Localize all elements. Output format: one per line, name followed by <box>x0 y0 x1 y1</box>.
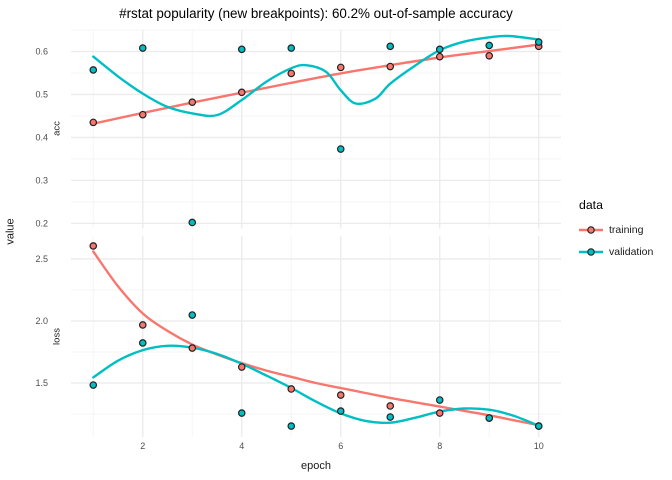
y-tick-label: 2.0 <box>35 316 48 326</box>
y-axis-title: value <box>4 218 17 245</box>
legend: data training validation <box>579 198 653 265</box>
data-point-validation-acc-epoch-1 <box>89 66 98 74</box>
data-point-training-acc-epoch-2 <box>138 110 147 119</box>
data-point-training-acc-epoch-1 <box>89 118 98 127</box>
data-point-validation-loss-epoch-7 <box>386 413 395 421</box>
data-point-training-acc-epoch-3 <box>188 98 197 106</box>
smooth-line-training-acc <box>92 43 540 125</box>
x-axis-title: epoch <box>301 460 331 472</box>
data-point-training-loss-epoch-1 <box>89 242 98 250</box>
data-point-validation-loss-epoch-3 <box>188 311 197 319</box>
data-point-validation-loss-epoch-1 <box>89 381 98 389</box>
data-point-training-acc-epoch-8 <box>435 52 444 61</box>
legend-key-validation <box>579 247 603 256</box>
x-tick-label: 10 <box>534 441 544 451</box>
data-point-validation-acc-epoch-9 <box>485 41 494 50</box>
data-point-training-acc-epoch-7 <box>386 62 395 71</box>
y-tick-label: 2.5 <box>35 254 48 264</box>
data-point-training-loss-epoch-5 <box>287 385 296 393</box>
data-point-training-loss-epoch-2 <box>138 321 147 329</box>
legend-key-training <box>579 225 603 234</box>
data-point-validation-loss-epoch-6 <box>336 407 345 415</box>
data-point-training-loss-epoch-4 <box>237 363 246 371</box>
data-point-validation-acc-epoch-7 <box>386 42 395 51</box>
data-point-training-loss-epoch-8 <box>435 409 444 417</box>
data-point-training-loss-epoch-3 <box>188 344 197 352</box>
data-point-validation-acc-epoch-5 <box>287 44 296 52</box>
legend-label-training: training <box>609 223 644 236</box>
facet-strip-loss: loss <box>51 328 63 345</box>
smooth-line-validation-acc <box>92 34 540 118</box>
data-point-validation-acc-epoch-3 <box>188 218 197 227</box>
data-point-training-loss-epoch-7 <box>386 402 395 410</box>
x-tick-label: 6 <box>338 441 343 451</box>
data-point-training-loss-epoch-6 <box>336 391 345 399</box>
facet-strip-acc: acc <box>51 121 63 136</box>
y-tick-label: 0.5 <box>35 90 48 100</box>
legend-label-validation: validation <box>609 245 654 258</box>
data-point-validation-loss-epoch-4 <box>237 409 246 417</box>
data-point-validation-acc-epoch-10 <box>534 38 543 46</box>
y-tick-label: 0.3 <box>35 176 48 186</box>
data-point-validation-loss-epoch-8 <box>435 396 444 404</box>
legend-title: data <box>579 198 603 212</box>
data-point-validation-loss-epoch-9 <box>485 414 494 422</box>
data-point-validation-acc-epoch-4 <box>237 45 246 54</box>
smooth-line-training-loss <box>92 250 540 427</box>
data-point-validation-loss-epoch-2 <box>138 339 147 347</box>
x-tick-label: 4 <box>239 441 244 451</box>
data-point-training-acc-epoch-9 <box>485 51 494 60</box>
y-tick-label: 0.6 <box>35 47 48 57</box>
data-point-validation-acc-epoch-8 <box>435 45 444 54</box>
data-point-validation-loss-epoch-10 <box>534 422 543 430</box>
x-tick-label: 2 <box>140 441 145 451</box>
data-point-validation-acc-epoch-2 <box>138 44 147 52</box>
legend-item-training: training <box>579 221 653 238</box>
data-point-training-acc-epoch-6 <box>336 63 345 72</box>
data-point-validation-acc-epoch-6 <box>336 145 345 153</box>
y-tick-label: 0.4 <box>35 133 48 143</box>
x-tick-label: 8 <box>437 441 442 451</box>
plot-title: #rstat popularity (new breakpoints): 60.… <box>119 6 513 21</box>
y-tick-label: 0.2 <box>35 219 48 229</box>
data-point-training-acc-epoch-5 <box>287 69 296 78</box>
y-tick-label: 1.5 <box>35 378 48 388</box>
smooth-line-validation-loss <box>92 344 540 427</box>
data-point-validation-loss-epoch-5 <box>287 422 296 430</box>
legend-item-validation: validation <box>579 243 653 260</box>
data-point-training-acc-epoch-4 <box>237 88 246 97</box>
